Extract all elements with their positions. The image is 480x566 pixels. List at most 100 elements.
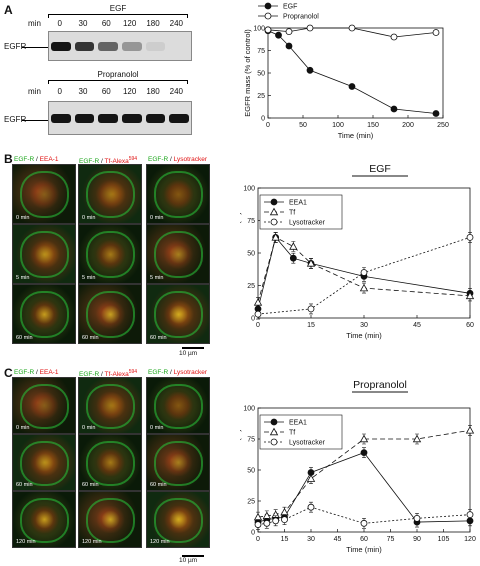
egf-time-labels: 0 30 60 120 180 240: [48, 19, 188, 29]
x-tick-label: 30: [360, 322, 368, 329]
cell-membrane-outline: [154, 230, 204, 279]
egf-min-label: min: [28, 19, 41, 28]
x-tick-label: 100: [332, 122, 344, 129]
panel-c-scale-label: 10 µm: [179, 557, 198, 564]
vesicle-signal: [28, 448, 60, 477]
egf-blot-header: EGF: [48, 4, 188, 36]
panel-letter-b: B: [4, 152, 13, 166]
micrograph-time-label: 0 min: [150, 425, 164, 431]
cell-membrane-outline: [86, 290, 136, 339]
micrograph-time-label: 0 min: [82, 215, 96, 221]
x-tick-label: 45: [334, 536, 342, 543]
panel-b-scale-label: 10 µm: [179, 350, 198, 357]
blot-time-label: 120: [122, 87, 137, 96]
legend-label: Tf: [289, 430, 295, 437]
prop-western-blot: [48, 101, 192, 135]
cell-membrane-outline: [154, 290, 204, 339]
x-tick-label: 120: [464, 536, 476, 543]
panel-letter-a: A: [4, 3, 13, 17]
y-axis-label: EGFR colocalization (%): [240, 212, 242, 294]
vesicle-signal: [28, 391, 60, 420]
fluorescence-micrograph: 5 min: [12, 224, 76, 284]
data-point: [306, 259, 316, 267]
fluorescence-micrograph: 5 min: [146, 224, 210, 284]
data-point: [348, 24, 356, 32]
series-line: [257, 237, 471, 315]
blot-band: [98, 114, 118, 123]
x-tick-label: 200: [402, 122, 414, 129]
series-line: [257, 452, 471, 523]
data-point: [264, 2, 272, 10]
fluorescence-micrograph: 5 min: [78, 224, 142, 284]
x-axis-label: Time (min): [346, 331, 382, 340]
chart-egfr-mass: 0 25 50 75 100 0 50 100 150 200 250 Time (min) EGFR …: [243, 2, 449, 140]
micrograph-column-header: EGF-R / Tf-Alexa594: [79, 369, 138, 379]
vesicle-signal: [162, 299, 194, 329]
data-point: [307, 305, 315, 313]
micrograph-time-label: 120 min: [150, 539, 170, 545]
micrograph-time-label: 5 min: [150, 275, 164, 281]
blot-time-label: 120: [122, 19, 137, 28]
vesicle-signal: [162, 391, 194, 420]
blot-band: [169, 42, 189, 51]
cell-membrane-outline: [20, 230, 70, 279]
legend: EGF Propranolol: [258, 2, 319, 21]
data-point: [306, 474, 316, 482]
legend-label: Propranolol: [283, 14, 319, 21]
data-point: [359, 434, 369, 443]
series-line: [257, 236, 471, 303]
data-point: [254, 310, 262, 318]
data-point: [465, 291, 475, 300]
y-tick-label: 25: [247, 499, 255, 506]
prop-blot-title: Propranolol: [97, 70, 139, 79]
micrograph-time-label: 60 min: [82, 482, 99, 488]
blot-time-label: 30: [78, 19, 88, 28]
y-tick-label: 100: [243, 186, 255, 193]
fluorescence-micrograph: 120 min: [78, 491, 142, 548]
data-point: [289, 254, 297, 262]
legend-label: EEA1: [289, 420, 307, 427]
vesicle-signal: [28, 239, 60, 269]
prop-row-label: EGFR: [4, 115, 27, 124]
cell-membrane-outline: [20, 170, 70, 219]
series-egf: [264, 27, 440, 117]
cell-membrane-outline: [20, 440, 70, 486]
fluorescence-micrograph: 60 min: [12, 284, 76, 344]
y-tick-label: 75: [247, 437, 255, 444]
egf-blot-title: EGF: [109, 4, 127, 13]
blot-band: [169, 114, 189, 123]
y-tick-label: 0: [261, 116, 265, 123]
micrograph-time-label: 60 min: [16, 482, 33, 488]
egf-western-blot: [48, 31, 192, 61]
cell-membrane-outline: [86, 170, 136, 219]
x-tick-label: 250: [437, 122, 449, 129]
legend: EEA1 Tf Lysotracker: [259, 414, 343, 450]
data-point: [285, 42, 293, 50]
series-line: [267, 30, 437, 114]
x-axis-label: Time (min): [338, 131, 374, 140]
data-point: [271, 233, 280, 241]
vesicle-signal: [162, 505, 194, 534]
legend-label: EEA1: [289, 200, 307, 207]
fluorescence-micrograph: 60 min: [146, 284, 210, 344]
y-tick-label: 50: [247, 468, 255, 475]
data-point: [253, 298, 263, 306]
data-point: [307, 503, 315, 511]
chart-title: Propranolol: [353, 379, 407, 391]
blot-band: [145, 114, 166, 123]
vesicle-signal: [94, 299, 126, 329]
chart-propranolol-colocalization: 0 25 50 75 100 0 15 30 45 60 75 90 105 120 Time (min) E…: [240, 379, 476, 554]
series-tf: [253, 232, 475, 308]
data-point: [270, 218, 278, 226]
y-axis-label: EGFR colocalization (%): [240, 429, 242, 511]
y-tick-label: 75: [257, 48, 265, 55]
y-tick-label: 25: [257, 93, 265, 100]
data-point: [269, 427, 279, 436]
cell-membrane-outline: [154, 383, 204, 429]
data-point: [360, 269, 368, 276]
vesicle-signal: [94, 391, 126, 420]
cell-membrane-outline: [86, 440, 136, 486]
vesicle-signal: [94, 179, 126, 209]
micrograph-time-label: 0 min: [16, 425, 30, 431]
x-tick-label: 30: [307, 536, 315, 543]
